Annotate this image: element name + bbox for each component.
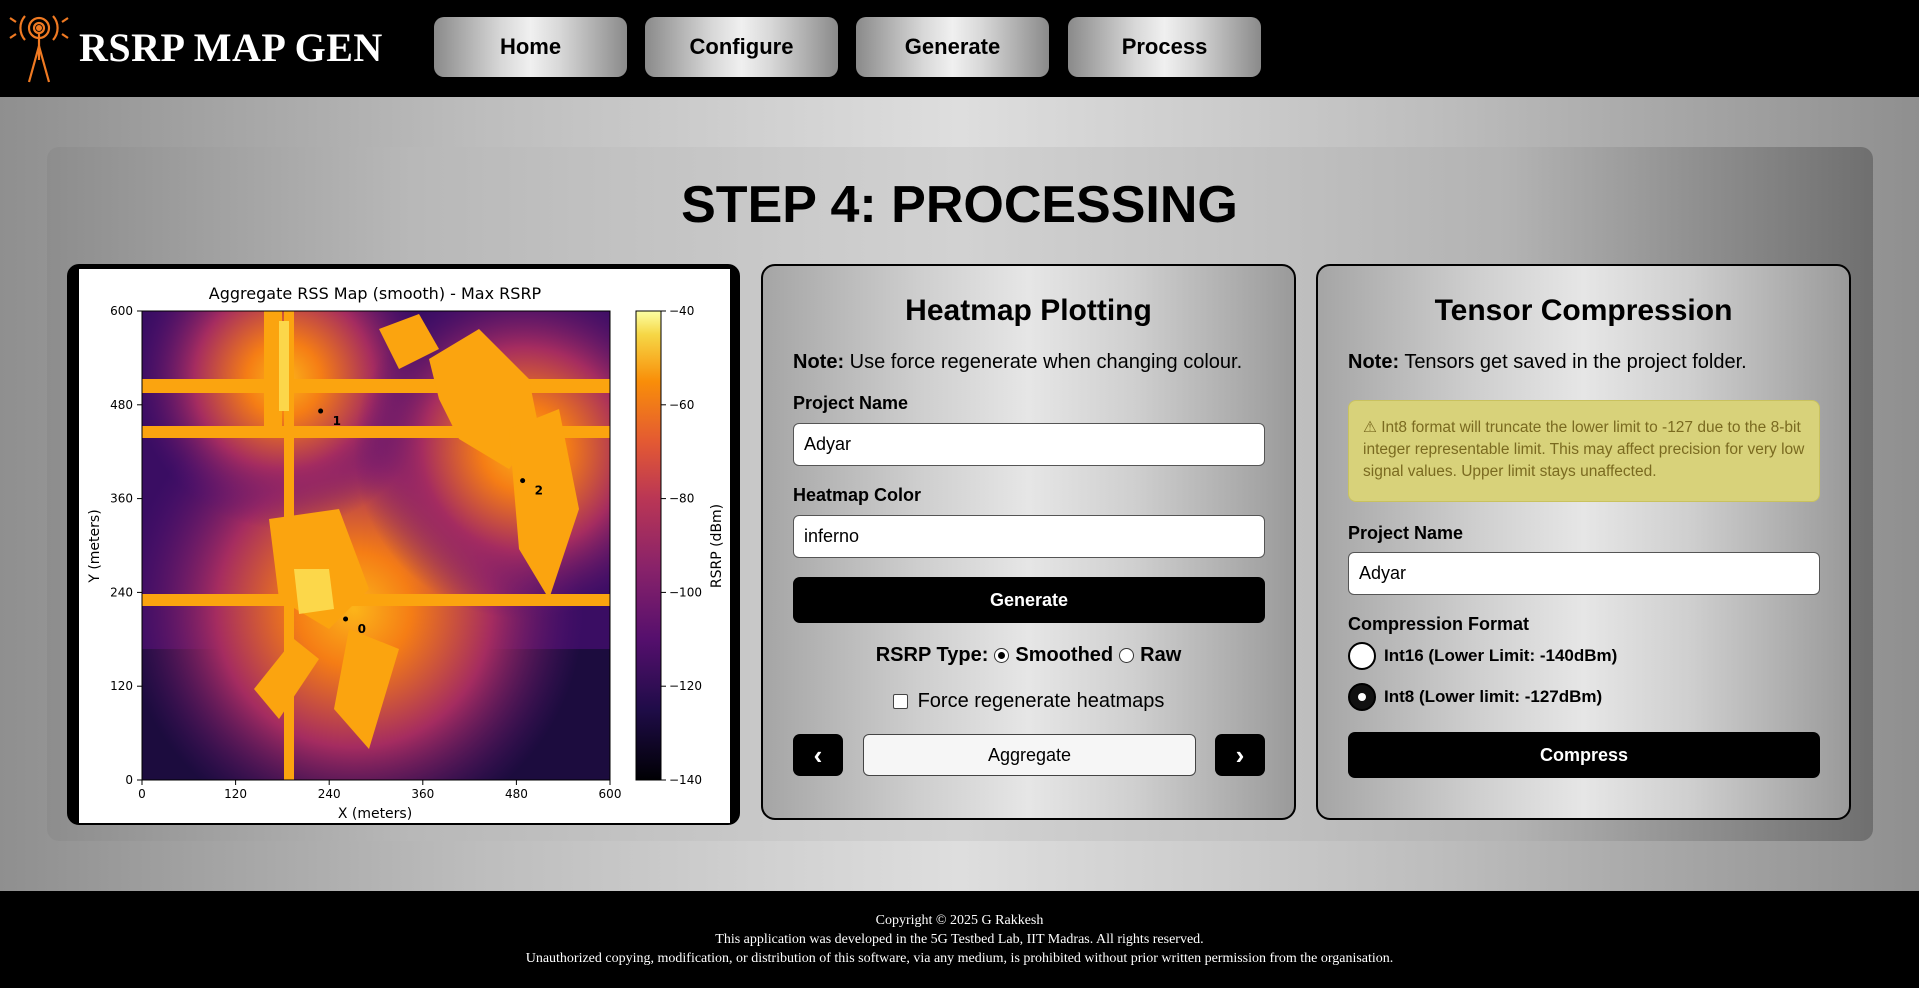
int8-radio-label[interactable]: Int8 (Lower limit: -127dBm) (1384, 687, 1603, 706)
brand-title: RSRP MAP GEN (79, 25, 383, 70)
footer-copyright: Copyright © 2025 G Rakkesh (875, 913, 1044, 928)
nav-process-button[interactable]: Process (1068, 17, 1261, 77)
force-regenerate-checkbox[interactable] (892, 694, 908, 709)
heatmap-image (142, 311, 610, 780)
rsrp-type-label: RSRP Type: (875, 644, 989, 666)
footer-notice: Unauthorized copying, modification, or d… (525, 951, 1394, 966)
tensor-compression-card: Tensor Compression Note: Tensors get sav… (1316, 264, 1851, 820)
footer: Copyright © 2025 G Rakkesh This applicat… (0, 891, 1919, 988)
raw-radio-label[interactable]: Raw (1140, 644, 1182, 666)
x-axis-label: X (meters) (338, 806, 412, 822)
footer-credit: This application was developed in the 5G… (715, 932, 1204, 947)
transmitter-label: 2 (535, 484, 543, 498)
tensor-note-text: Tensors get saved in the project folder. (1404, 351, 1747, 373)
colorbar (635, 310, 662, 781)
heatmap-preview-card: 0 120 240 360 480 600 0 120 240 360 480 600 Aggreg… (67, 264, 740, 825)
colorbar-label: RSRP (dBm) (709, 504, 725, 588)
colorbar-axis: −40 −60 −80 −100 −120 −140 (661, 304, 702, 787)
transmitter-label: 0 (358, 622, 366, 636)
int16-option[interactable]: Int16 (Lower Limit: -140dBm) (1348, 642, 1617, 670)
y-axis: 0 120 240 360 480 600 (110, 304, 142, 787)
aggregate-select[interactable]: Aggregate (863, 734, 1196, 776)
x-tick-label: 480 (505, 787, 528, 801)
compression-format-label: Compression Format (1348, 614, 1530, 634)
x-axis: 0 120 240 360 480 600 (138, 780, 621, 801)
project-name-label: Project Name (793, 393, 909, 413)
heatmap-note-text: Use force regenerate when changing colou… (849, 351, 1243, 373)
int16-radio[interactable] (1348, 642, 1376, 670)
colorbar-tick-label: −60 (669, 398, 694, 412)
raw-radio[interactable] (1119, 648, 1135, 663)
transmitter-marker (343, 616, 349, 622)
heatmap-note-label: Note: (793, 351, 845, 373)
int8-radio[interactable] (1348, 683, 1376, 711)
top-navbar: RSRP MAP GEN Home Configure Generate Pro… (0, 0, 1919, 97)
tensor-note: Note: Tensors get saved in the project f… (1348, 351, 1747, 374)
int8-option[interactable]: Int8 (Lower limit: -127dBm) (1348, 683, 1602, 711)
transmitter-marker (520, 478, 526, 484)
colorbar-tick-label: −80 (669, 492, 694, 506)
generate-button[interactable]: Generate (793, 577, 1265, 623)
y-tick-label: 600 (110, 304, 133, 318)
tensor-project-name-input[interactable] (1348, 552, 1820, 595)
colorbar-tick-label: −140 (669, 773, 702, 787)
y-tick-label: 480 (110, 398, 133, 412)
smoothed-radio[interactable] (994, 648, 1010, 663)
next-button[interactable]: › (1215, 734, 1265, 776)
smoothed-radio-label[interactable]: Smoothed (1015, 644, 1114, 666)
heatmap-note: Note: Use force regenerate when changing… (793, 351, 1242, 374)
int16-radio-label[interactable]: Int16 (Lower Limit: -140dBm) (1384, 646, 1618, 665)
page-title: STEP 4: PROCESSING (681, 176, 1238, 234)
force-regenerate-row: Force regenerate heatmaps (763, 690, 1294, 713)
project-name-input[interactable] (793, 423, 1265, 466)
force-regenerate-label[interactable]: Force regenerate heatmaps (917, 690, 1165, 712)
x-tick-label: 360 (411, 787, 434, 801)
y-tick-label: 0 (125, 773, 133, 787)
y-tick-label: 120 (110, 679, 133, 693)
x-tick-label: 120 (224, 787, 247, 801)
colorbar-tick-label: −40 (669, 304, 694, 318)
heatmap-color-label: Heatmap Color (793, 485, 922, 505)
heatmap-figure: 0 120 240 360 480 600 0 120 240 360 480 600 Aggreg… (79, 269, 730, 823)
transmitter-label: 1 (333, 414, 341, 428)
int8-warning-box: ⚠ Int8 format will truncate the lower li… (1348, 400, 1820, 502)
tensor-project-name-label: Project Name (1348, 523, 1464, 543)
x-tick-label: 240 (318, 787, 341, 801)
x-tick-label: 600 (599, 787, 622, 801)
prev-button[interactable]: ‹ (793, 734, 843, 776)
nav-generate-button[interactable]: Generate (856, 17, 1049, 77)
transmitter-markers: 0 1 2 (318, 408, 543, 636)
nav-configure-button[interactable]: Configure (645, 17, 838, 77)
y-tick-label: 360 (110, 492, 133, 506)
heatmap-card-title: Heatmap Plotting (905, 294, 1152, 327)
chart-title: Aggregate RSS Map (smooth) - Max RSRP (209, 284, 542, 303)
transmitter-marker (318, 408, 324, 414)
antenna-logo-icon (9, 15, 69, 83)
heatmap-plotting-card: Heatmap Plotting Note: Use force regener… (761, 264, 1296, 820)
nav-home-button[interactable]: Home (434, 17, 627, 77)
x-tick-label: 0 (138, 787, 146, 801)
heatmap-color-input[interactable] (793, 515, 1265, 558)
y-axis-label: Y (meters) (87, 509, 103, 583)
colorbar-tick-label: −120 (669, 679, 702, 693)
rsrp-type-group: RSRP Type: Smoothed Raw (763, 644, 1294, 667)
colorbar-tick-label: −100 (669, 585, 702, 599)
tensor-note-label: Note: (1348, 351, 1400, 373)
tensor-card-title: Tensor Compression (1434, 294, 1733, 327)
compress-button[interactable]: Compress (1348, 732, 1820, 778)
y-tick-label: 240 (110, 585, 133, 599)
